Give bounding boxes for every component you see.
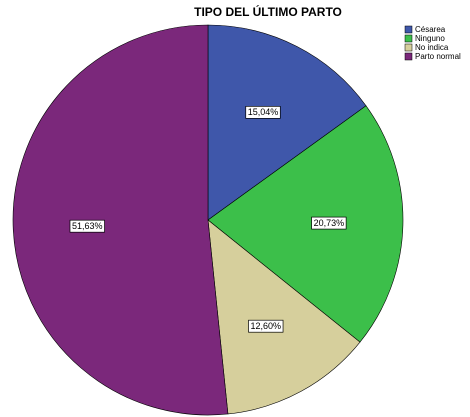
pie-slice <box>12 24 229 416</box>
legend-label: No indica <box>415 43 449 52</box>
legend-label: Parto normal <box>415 52 461 61</box>
legend-swatch <box>404 25 413 34</box>
data-label-box <box>311 216 347 230</box>
data-label-box <box>248 319 284 333</box>
legend-swatch <box>404 43 413 52</box>
data-label: 15,04% <box>248 107 279 117</box>
data-label: 20,73% <box>314 218 345 228</box>
pie-slice <box>207 105 404 343</box>
data-label-box <box>245 105 281 119</box>
data-label-box <box>69 219 105 233</box>
pie-slice <box>207 219 361 415</box>
pie-slice <box>207 24 367 221</box>
legend-swatch <box>404 34 413 43</box>
legend-swatch <box>404 52 413 61</box>
legend-label: Ninguno <box>415 34 445 43</box>
data-label: 12,60% <box>251 321 282 331</box>
data-label: 51,63% <box>72 221 103 231</box>
legend-label: Césarea <box>415 25 446 34</box>
chart-title: TIPO DEL ÚLTIMO PARTO <box>194 4 342 19</box>
